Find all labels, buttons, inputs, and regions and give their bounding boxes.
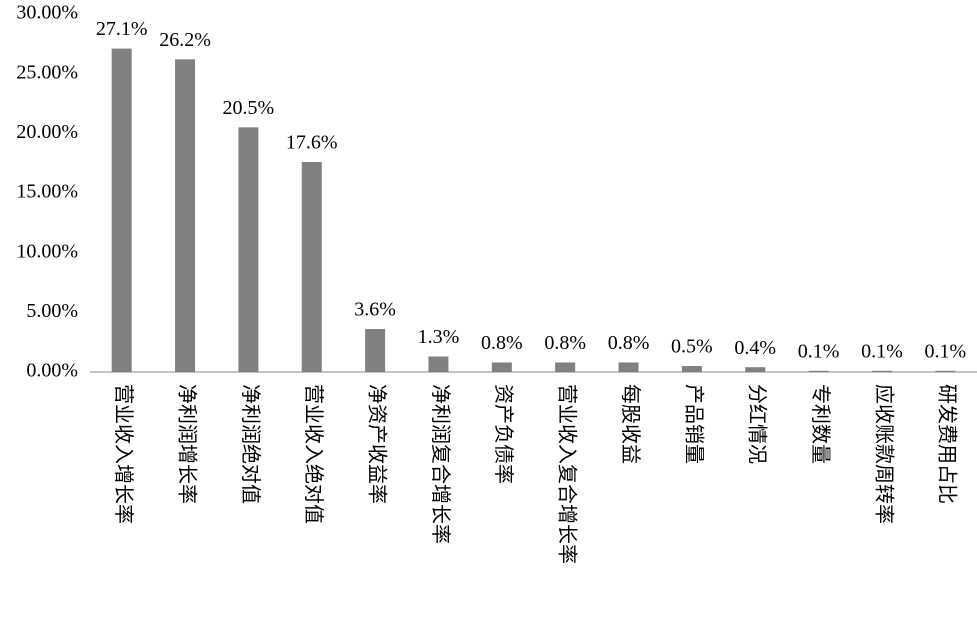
- y-tick-label: 25.00%: [16, 61, 78, 83]
- value-label: 27.1%: [96, 18, 148, 40]
- bar: [555, 362, 576, 372]
- bar: [681, 366, 702, 372]
- value-label: 0.8%: [544, 332, 586, 354]
- value-label: 0.1%: [798, 340, 840, 362]
- x-tick-label: 净利润绝对值: [239, 384, 262, 504]
- value-label: 0.8%: [481, 332, 523, 354]
- x-tick-label: 净利润增长率: [175, 384, 198, 504]
- x-tick-label: 营业收入绝对值: [302, 384, 325, 524]
- x-tick-label: 每股收益: [619, 384, 642, 464]
- value-label: 3.6%: [354, 299, 396, 321]
- value-label: 0.8%: [608, 332, 650, 354]
- y-tick-label: 30.00%: [16, 2, 78, 24]
- value-label: 0.1%: [924, 340, 966, 362]
- bar: [745, 367, 766, 372]
- y-tick-label: 5.00%: [26, 300, 78, 322]
- bar: [301, 161, 322, 372]
- bar: [618, 362, 639, 372]
- x-tick-label: 产品销量: [682, 384, 705, 464]
- value-label: 1.3%: [418, 326, 460, 348]
- x-tick-label: 资产负债率: [492, 384, 515, 484]
- x-tick-label: 净利润复合增长率: [429, 384, 452, 544]
- value-label: 0.1%: [861, 340, 903, 362]
- bar: [935, 370, 956, 372]
- x-tick-label: 营业收入增长率: [112, 384, 135, 524]
- value-label: 0.5%: [671, 336, 713, 358]
- x-tick-label: 分红情况: [746, 384, 769, 464]
- x-tick-label: 研发费用占比: [936, 384, 959, 504]
- y-tick-label: 15.00%: [16, 181, 78, 203]
- value-label: 26.2%: [159, 29, 211, 51]
- y-tick-label: 0.00%: [26, 360, 78, 382]
- x-tick-label: 营业收入复合增长率: [556, 384, 579, 564]
- value-label: 20.5%: [223, 97, 275, 119]
- x-tick-label: 专利数量: [809, 384, 832, 464]
- value-label: 0.4%: [734, 337, 776, 359]
- bar: [238, 127, 259, 372]
- bar: [111, 48, 132, 373]
- y-tick-label: 10.00%: [16, 240, 78, 262]
- value-label: 17.6%: [286, 132, 338, 154]
- bar: [175, 59, 196, 372]
- bar: [491, 362, 512, 372]
- x-tick-label: 应收账款周转率: [872, 384, 895, 524]
- bar: [808, 370, 829, 372]
- x-tick-label: 净资产收益率: [366, 384, 389, 504]
- bar: [365, 329, 386, 372]
- bar: [871, 370, 892, 372]
- y-tick-label: 20.00%: [16, 121, 78, 143]
- bar: [428, 356, 449, 372]
